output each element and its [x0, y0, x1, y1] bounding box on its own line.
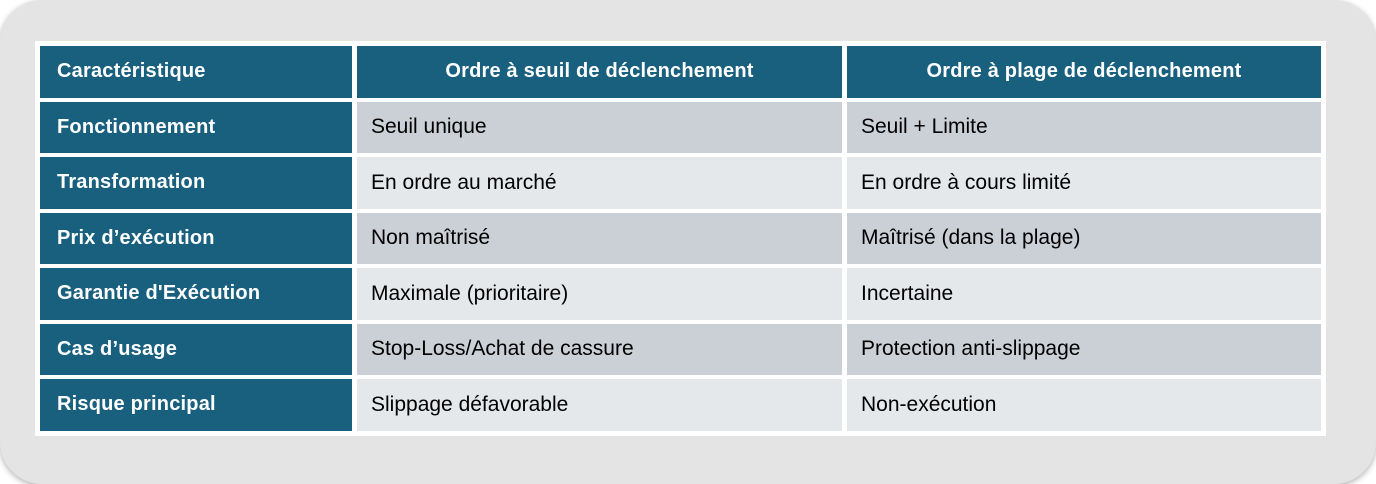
row-label-fonctionnement: Fonctionnement — [40, 101, 352, 153]
cell-risque-principal-plage: Non-exécution — [847, 379, 1321, 431]
cell-cas-usage-seuil: Stop-Loss/Achat de cassure — [357, 323, 842, 375]
cell-garantie-execution-plage: Incertaine — [847, 268, 1321, 320]
column-header-ordre-seuil: Ordre à seuil de déclenchement — [357, 46, 842, 98]
cell-risque-principal-seuil: Slippage défavorable — [357, 379, 842, 431]
row-label-cas-usage: Cas d’usage — [40, 323, 352, 375]
row-label-risque-principal: Risque principal — [40, 379, 352, 431]
cell-fonctionnement-seuil: Seuil unique — [357, 101, 842, 153]
cell-prix-execution-seuil: Non maîtrisé — [357, 212, 842, 264]
cell-transformation-plage: En ordre à cours limité — [847, 157, 1321, 209]
order-comparison-table: Caractéristique Ordre à seuil de déclenc… — [35, 41, 1326, 436]
column-header-caracteristique: Caractéristique — [40, 46, 352, 98]
cell-prix-execution-plage: Maîtrisé (dans la plage) — [847, 212, 1321, 264]
cell-fonctionnement-plage: Seuil + Limite — [847, 101, 1321, 153]
cell-transformation-seuil: En ordre au marché — [357, 157, 842, 209]
cell-garantie-execution-seuil: Maximale (prioritaire) — [357, 268, 842, 320]
cell-cas-usage-plage: Protection anti-slippage — [847, 323, 1321, 375]
row-label-garantie-execution: Garantie d'Exécution — [40, 268, 352, 320]
row-label-transformation: Transformation — [40, 157, 352, 209]
column-header-ordre-plage: Ordre à plage de déclenchement — [847, 46, 1321, 98]
row-label-prix-execution: Prix d’exécution — [40, 212, 352, 264]
